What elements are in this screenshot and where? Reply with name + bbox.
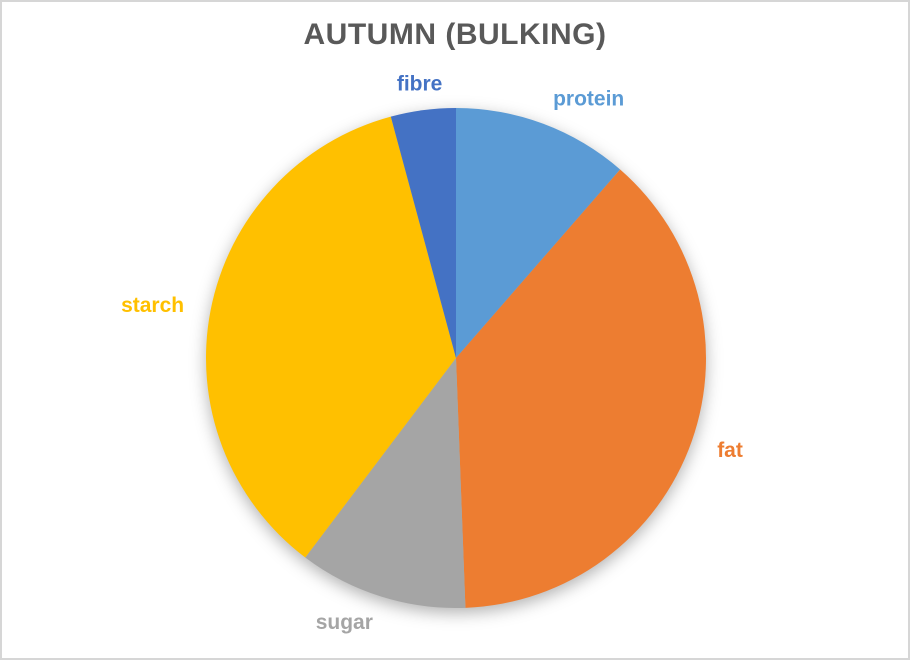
pie-slice-sugar[interactable]: [305, 358, 466, 608]
pie-labels-group: protein fat sugar starch fibre: [121, 72, 743, 634]
pie-label-sugar: sugar: [316, 611, 373, 634]
pie-slice-fat[interactable]: [456, 169, 706, 608]
pie-slices-group: [205, 107, 706, 608]
pie-slice-fibre[interactable]: [390, 107, 456, 358]
pie-slice-protein[interactable]: [456, 108, 621, 358]
pie-label-fibre: fibre: [397, 72, 443, 95]
pie-label-starch: starch: [121, 294, 184, 317]
chart-title: AUTUMN (BULKING): [303, 18, 607, 51]
pie-label-fat: fat: [717, 439, 743, 462]
pie-label-protein: protein: [553, 88, 624, 111]
pie-slice-starch[interactable]: [205, 116, 456, 558]
